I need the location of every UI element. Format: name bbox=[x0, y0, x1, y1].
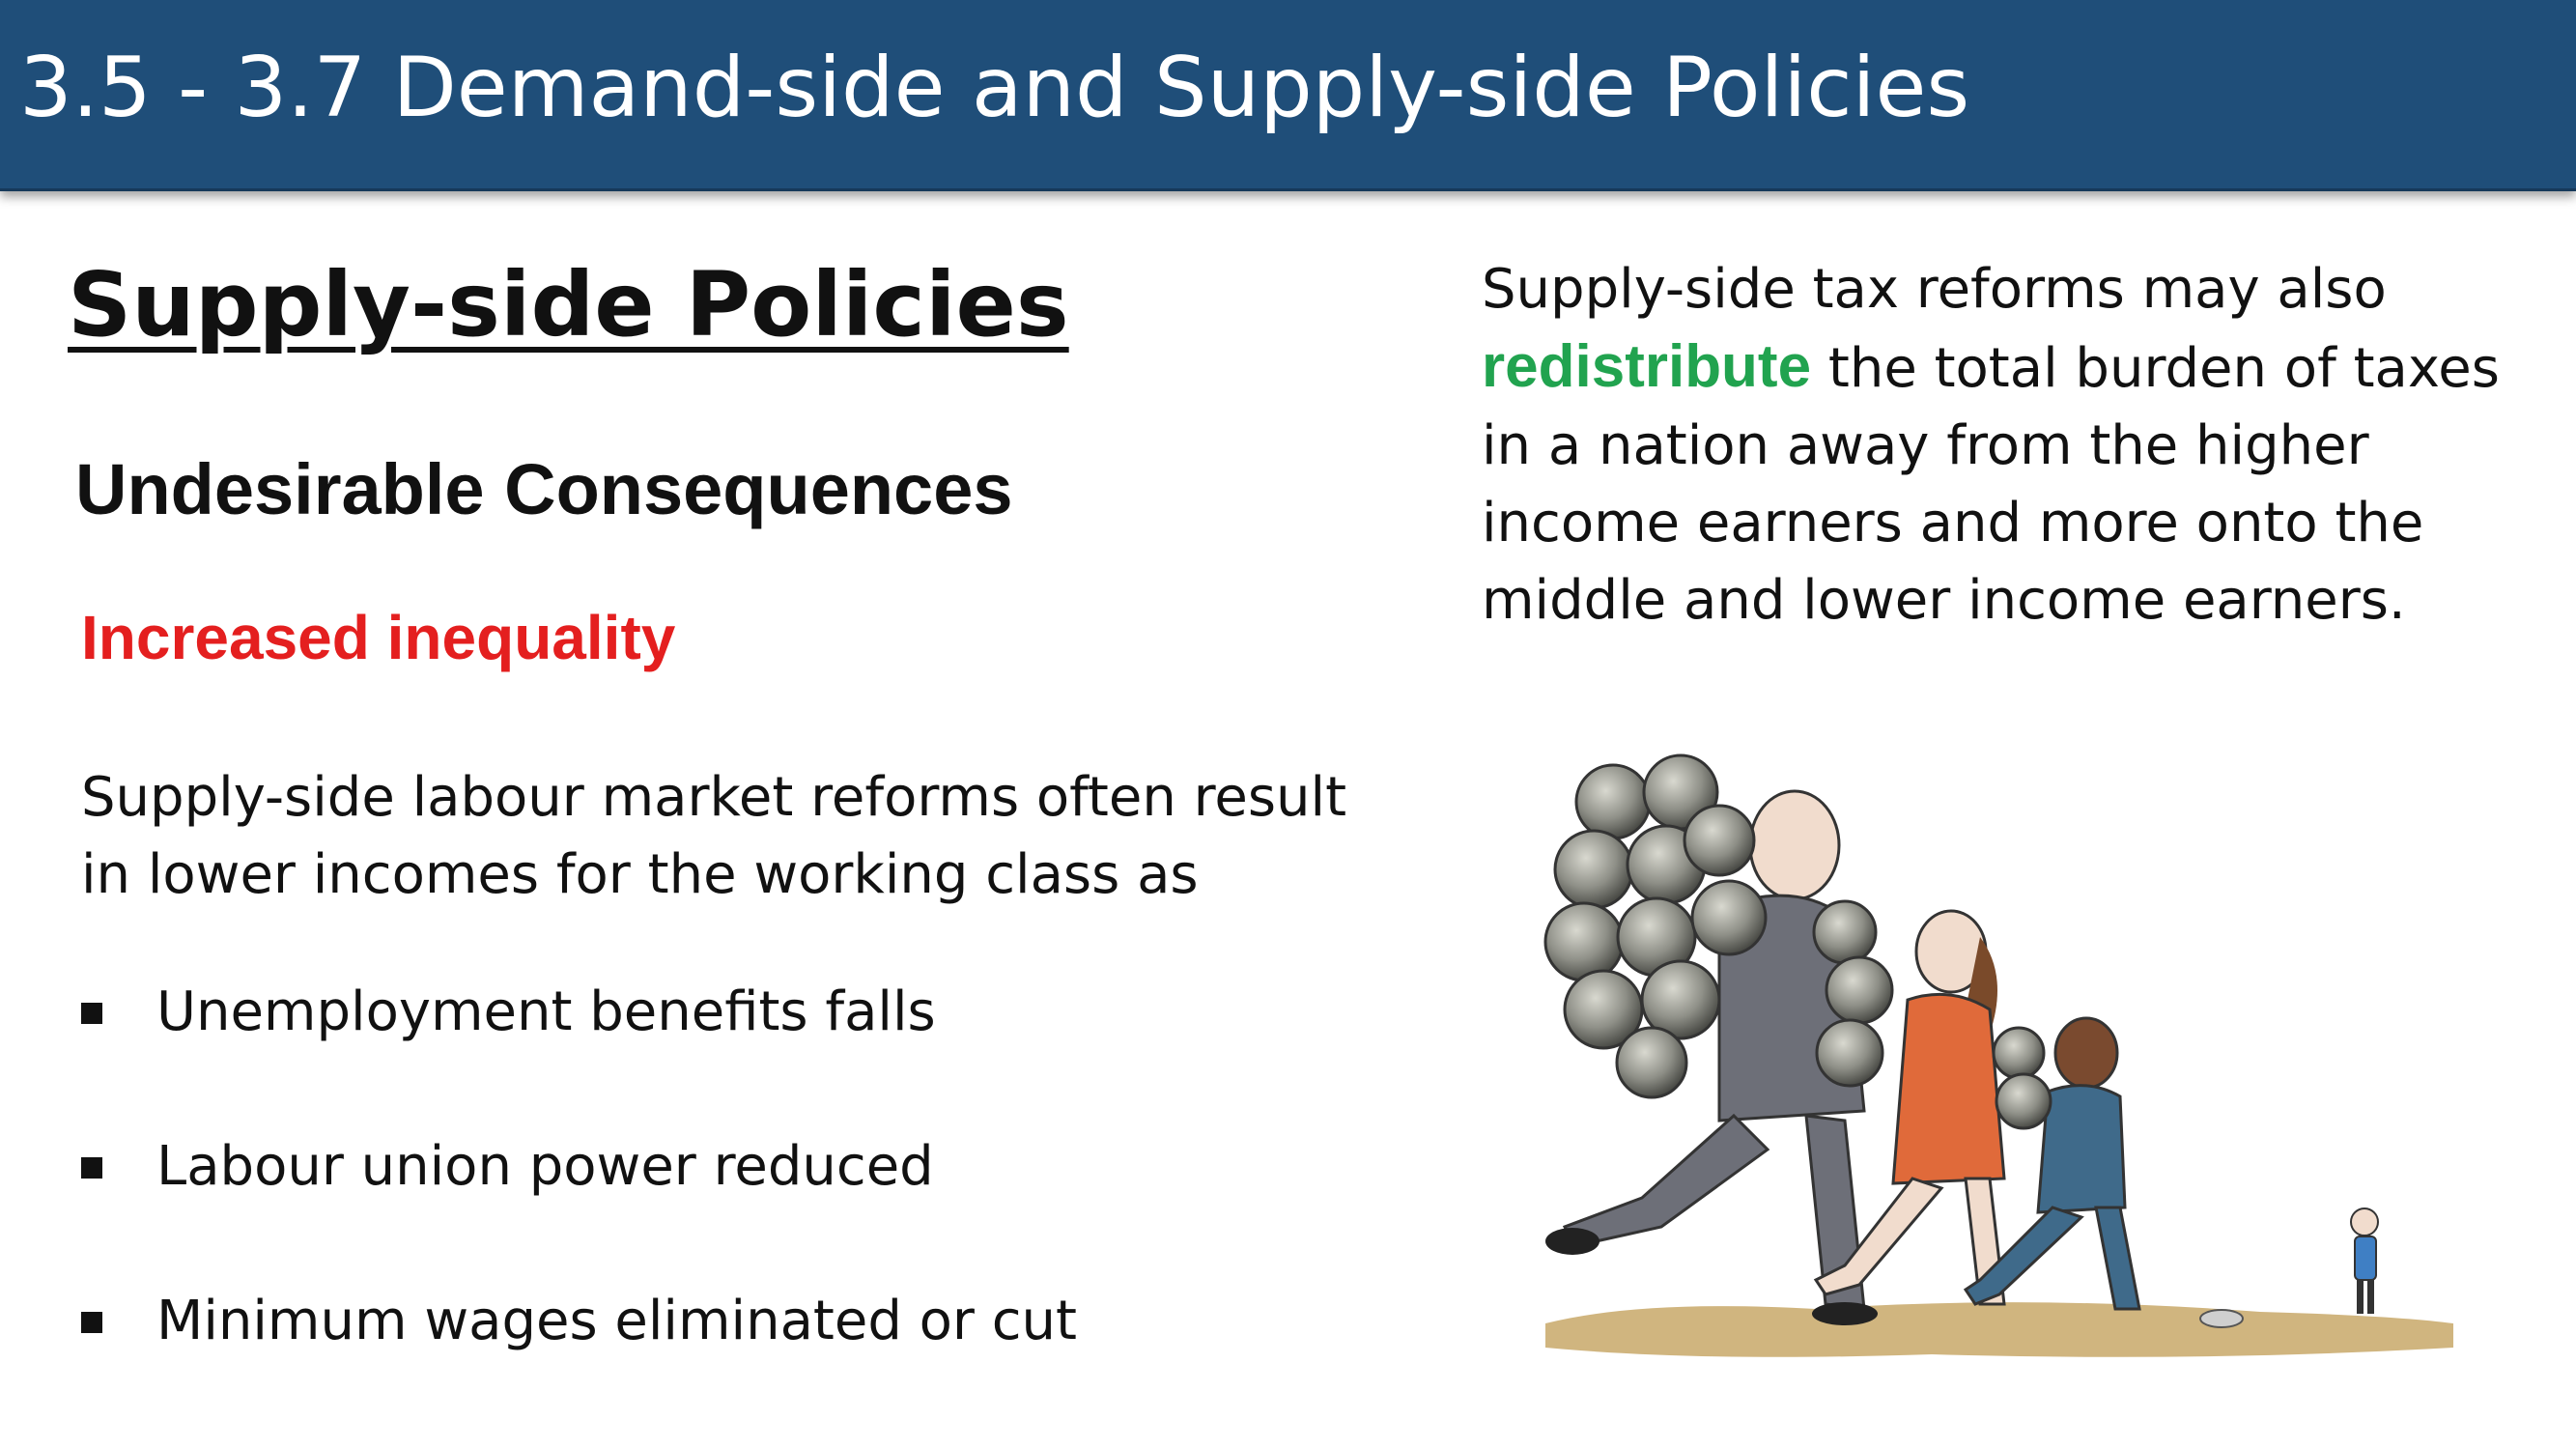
square-bullet-icon bbox=[81, 1003, 102, 1024]
list-item: Minimum wages eliminated or cut bbox=[81, 1294, 1077, 1449]
list-item: Unemployment benefits falls bbox=[81, 985, 1077, 1140]
right-paragraph: Supply-side tax reforms may also redistr… bbox=[1482, 251, 2544, 639]
highlight-heading: Increased inequality bbox=[81, 603, 676, 672]
square-bullet-icon bbox=[81, 1157, 102, 1179]
list-item: Labour union power reduced bbox=[81, 1140, 1077, 1294]
title-bar: 3.5 - 3.7 Demand-side and Supply-side Po… bbox=[0, 0, 2576, 191]
list-item-text: Unemployment benefits falls bbox=[156, 980, 936, 1043]
list-item-text: Labour union power reduced bbox=[156, 1135, 934, 1198]
square-bullet-icon bbox=[81, 1312, 102, 1333]
bullet-list: Unemployment benefits falls Labour union… bbox=[81, 985, 1077, 1449]
section-title: Supply-side Policies bbox=[68, 253, 1069, 356]
right-text-before: Supply-side tax reforms may also bbox=[1482, 258, 2387, 321]
coin-stack-icon bbox=[1543, 753, 1768, 1099]
highlight-word: redistribute bbox=[1482, 333, 1812, 400]
right-text-after: the total burden of taxes in a nation aw… bbox=[1482, 337, 2500, 632]
slide-title: 3.5 - 3.7 Demand-side and Supply-side Po… bbox=[19, 40, 1970, 136]
woman-figure bbox=[1812, 899, 2006, 1306]
boy-figure bbox=[1963, 1016, 2141, 1311]
small-person-figure bbox=[2350, 1208, 2379, 1314]
people-carrying-coins-illustration bbox=[1543, 753, 2453, 1357]
body-paragraph: Supply-side labour market reforms often … bbox=[81, 766, 1347, 906]
list-item-text: Minimum wages eliminated or cut bbox=[156, 1290, 1077, 1352]
subsection-title: Undesirable Consequences bbox=[75, 449, 1013, 529]
